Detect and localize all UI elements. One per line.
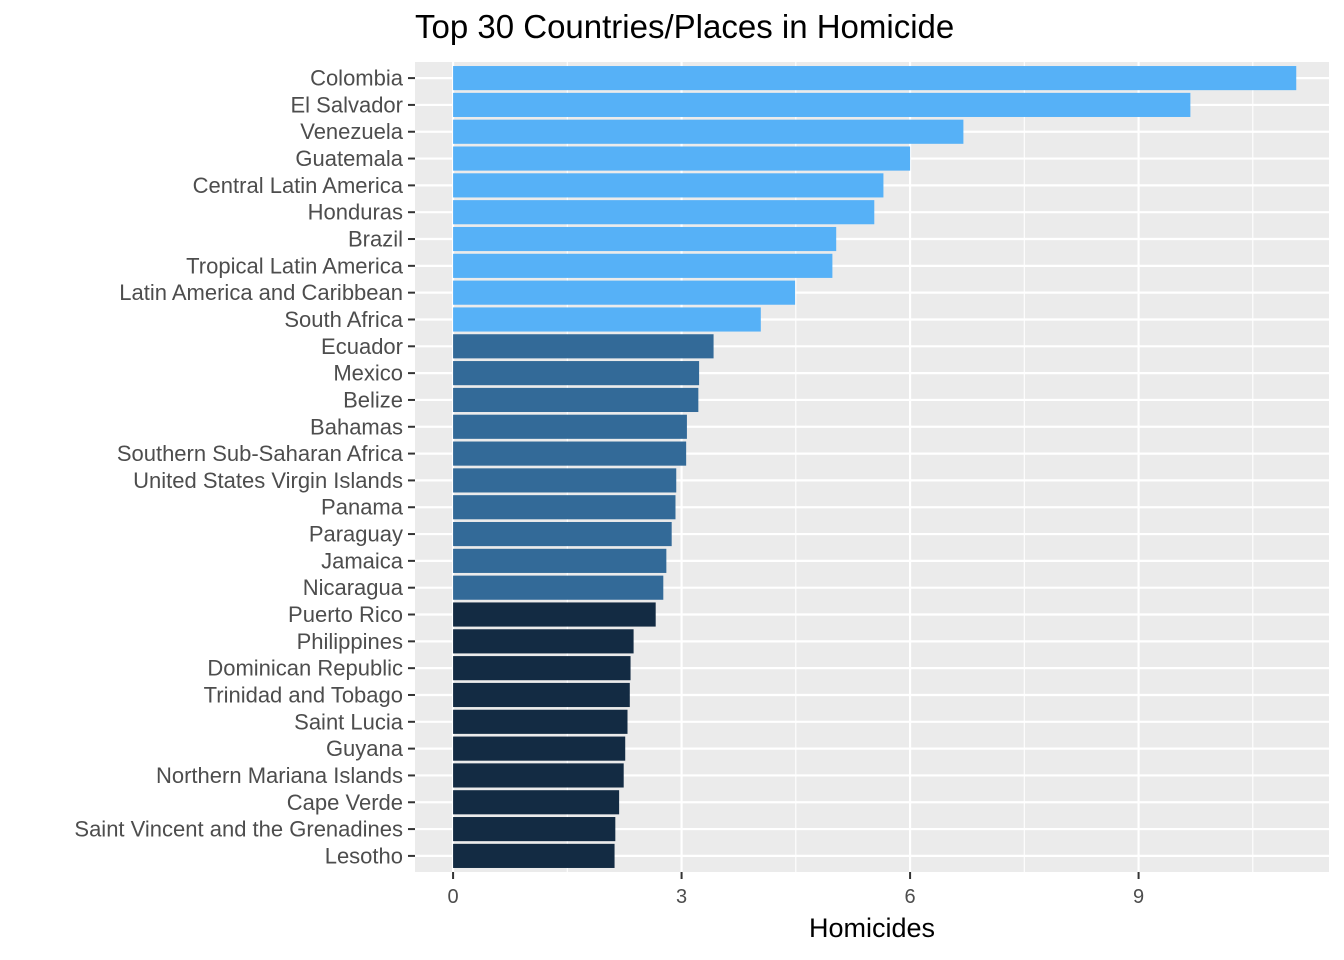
y-tick-label: Ecuador bbox=[321, 334, 403, 359]
bar bbox=[453, 682, 630, 708]
y-tick-label: Colombia bbox=[310, 66, 404, 91]
y-tick-label: Cape Verde bbox=[287, 790, 403, 815]
bar bbox=[453, 253, 833, 278]
y-tick-label: Northern Mariana Islands bbox=[156, 763, 403, 788]
bar bbox=[453, 119, 964, 144]
bars bbox=[453, 66, 1297, 868]
x-axis-title: Homicides bbox=[809, 913, 935, 943]
x-axis: 0 3 6 9 bbox=[448, 872, 1144, 908]
y-tick-label: Trinidad and Tobago bbox=[204, 682, 403, 707]
y-tick-label: Guyana bbox=[326, 736, 404, 761]
y-tick-label: Puerto Rico bbox=[288, 602, 403, 627]
y-tick-label: Belize bbox=[343, 387, 403, 412]
bar bbox=[453, 387, 699, 413]
bar bbox=[453, 817, 616, 842]
y-tick-label: Jamaica bbox=[321, 548, 404, 573]
x-tick-label: 6 bbox=[905, 886, 916, 908]
y-tick-label: Dominican Republic bbox=[207, 656, 403, 681]
bar bbox=[453, 414, 687, 439]
bar bbox=[453, 843, 615, 868]
y-tick-label: United States Virgin Islands bbox=[133, 468, 403, 493]
bar bbox=[453, 468, 677, 493]
chart-title: Top 30 Countries/Places in Homicide bbox=[415, 8, 955, 45]
y-tick-label: Central Latin America bbox=[193, 173, 404, 198]
bar bbox=[453, 575, 664, 600]
y-tick-label: Tropical Latin America bbox=[186, 253, 404, 278]
y-tick-label: Bahamas bbox=[310, 414, 403, 439]
bar bbox=[453, 656, 631, 681]
y-tick-label: Paraguay bbox=[309, 522, 403, 547]
bar bbox=[453, 280, 796, 305]
y-tick-label: Southern Sub-Saharan Africa bbox=[117, 441, 404, 466]
y-tick-label: Lesotho bbox=[325, 843, 403, 868]
x-tick-label: 9 bbox=[1133, 886, 1144, 908]
bar bbox=[453, 173, 884, 198]
y-tick-label: Honduras bbox=[308, 200, 403, 225]
bar bbox=[453, 521, 672, 547]
y-tick-label: Guatemala bbox=[295, 146, 403, 171]
bar bbox=[453, 602, 656, 627]
bar bbox=[453, 736, 626, 761]
y-tick-label: Mexico bbox=[333, 361, 403, 386]
y-tick-label: Saint Lucia bbox=[294, 709, 404, 734]
bar bbox=[453, 495, 676, 520]
bar bbox=[453, 629, 634, 654]
bar bbox=[453, 146, 911, 171]
bar bbox=[453, 307, 761, 332]
bar bbox=[453, 709, 628, 734]
y-tick-label: Brazil bbox=[348, 227, 403, 252]
x-tick-label: 3 bbox=[676, 886, 687, 908]
bar bbox=[453, 361, 700, 386]
bar bbox=[453, 334, 714, 359]
y-tick-label: Nicaragua bbox=[303, 575, 404, 600]
bar bbox=[453, 66, 1297, 91]
y-tick-label: El Salvador bbox=[290, 92, 403, 117]
bar bbox=[453, 226, 837, 252]
y-tick-label: Panama bbox=[321, 495, 404, 520]
bar bbox=[453, 548, 667, 573]
bar bbox=[453, 790, 620, 815]
x-tick-label: 0 bbox=[448, 886, 459, 908]
y-tick-label: Saint Vincent and the Grenadines bbox=[74, 817, 403, 842]
bar bbox=[453, 763, 624, 788]
y-tick-label: Latin America and Caribbean bbox=[119, 280, 403, 305]
bar bbox=[453, 92, 1191, 117]
y-tick-label: South Africa bbox=[284, 307, 403, 332]
y-tick-label: Philippines bbox=[297, 629, 403, 654]
y-tick-label: Venezuela bbox=[300, 119, 404, 144]
bar bbox=[453, 441, 687, 466]
bar bbox=[453, 200, 875, 225]
